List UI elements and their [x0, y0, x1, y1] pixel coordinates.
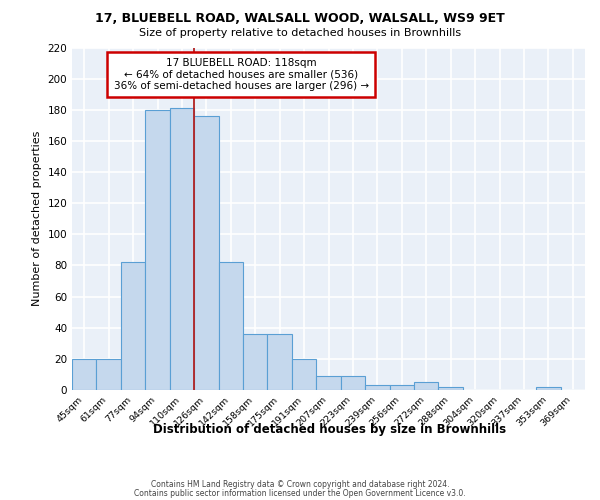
Y-axis label: Number of detached properties: Number of detached properties — [32, 131, 42, 306]
Text: Contains HM Land Registry data © Crown copyright and database right 2024.: Contains HM Land Registry data © Crown c… — [151, 480, 449, 489]
Text: Size of property relative to detached houses in Brownhills: Size of property relative to detached ho… — [139, 28, 461, 38]
Bar — [439, 387, 463, 390]
Bar — [72, 359, 97, 390]
Bar — [536, 387, 560, 390]
Bar — [121, 262, 145, 390]
Text: Distribution of detached houses by size in Brownhills: Distribution of detached houses by size … — [154, 422, 506, 436]
Bar — [218, 262, 243, 390]
Bar — [365, 386, 389, 390]
Bar — [316, 376, 341, 390]
Bar — [145, 110, 170, 390]
Text: 17, BLUEBELL ROAD, WALSALL WOOD, WALSALL, WS9 9ET: 17, BLUEBELL ROAD, WALSALL WOOD, WALSALL… — [95, 12, 505, 26]
Text: 17 BLUEBELL ROAD: 118sqm
← 64% of detached houses are smaller (536)
36% of semi-: 17 BLUEBELL ROAD: 118sqm ← 64% of detach… — [114, 58, 369, 91]
Bar — [414, 382, 439, 390]
Bar — [243, 334, 268, 390]
Bar — [389, 386, 414, 390]
Bar — [268, 334, 292, 390]
Text: Contains public sector information licensed under the Open Government Licence v3: Contains public sector information licen… — [134, 488, 466, 498]
Bar — [292, 359, 316, 390]
Bar — [194, 116, 218, 390]
Bar — [97, 359, 121, 390]
Bar — [170, 108, 194, 390]
Bar — [341, 376, 365, 390]
